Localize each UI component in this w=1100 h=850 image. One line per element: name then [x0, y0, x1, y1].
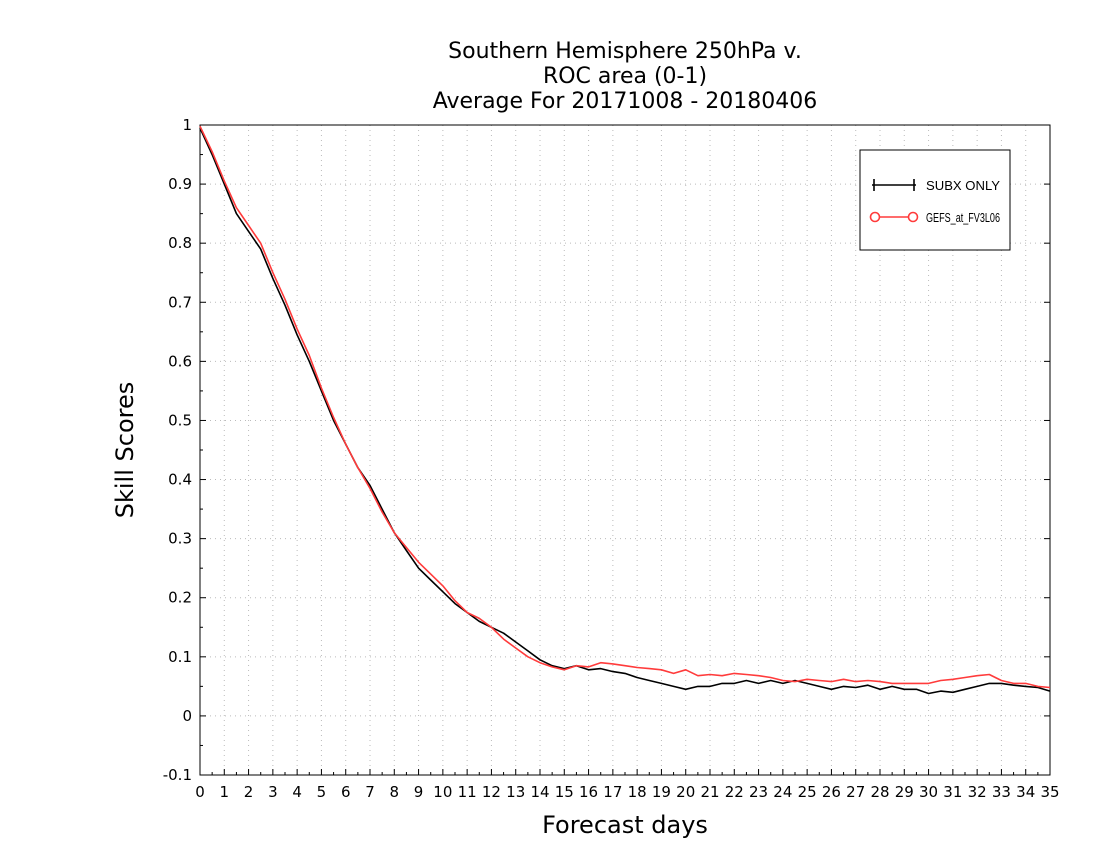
x-tick-label: 29	[895, 783, 914, 801]
x-axis-label: Forecast days	[542, 811, 708, 839]
x-tick-label: 23	[749, 783, 768, 801]
y-tick-label: 0.1	[168, 648, 192, 666]
x-tick-label: 19	[652, 783, 671, 801]
x-tick-label: 17	[603, 783, 622, 801]
x-tick-label: 7	[365, 783, 375, 801]
legend-marker-circle	[869, 211, 881, 223]
x-tick-label: 18	[628, 783, 647, 801]
x-tick-label: 1	[220, 783, 230, 801]
x-tick-label: 22	[725, 783, 744, 801]
x-tick-label: 14	[530, 783, 549, 801]
x-tick-label: 4	[292, 783, 302, 801]
chart-title-line-1: Southern Hemisphere 250hPa v.	[448, 39, 802, 64]
x-tick-label: 24	[773, 783, 792, 801]
chart-title-line-3: Average For 20171008 - 20180406	[433, 89, 818, 114]
x-tick-label: 8	[390, 783, 400, 801]
legend-marker-circle	[907, 211, 919, 223]
series	[199, 125, 1051, 695]
x-tick-label: 10	[433, 783, 452, 801]
x-tick-label: 3	[268, 783, 278, 801]
legend-label-2: GEFS_at_FV3L06	[926, 210, 1000, 225]
x-tick-label: 33	[992, 783, 1011, 801]
y-tick-label: 0.3	[168, 530, 192, 548]
x-tick-label: 9	[414, 783, 424, 801]
chart-title-line-2: ROC area (0-1)	[543, 64, 707, 89]
y-tick-label: 0.2	[168, 589, 192, 607]
y-tick-label: 0.9	[168, 175, 192, 193]
series-line-2	[199, 125, 1051, 689]
x-tick-label: 28	[870, 783, 889, 801]
x-tick-label: 34	[1016, 783, 1035, 801]
x-tick-label: 35	[1040, 783, 1059, 801]
x-tick-label: 31	[943, 783, 962, 801]
x-tick-label: 16	[579, 783, 598, 801]
x-tick-label: 13	[506, 783, 525, 801]
x-tick-label: 26	[822, 783, 841, 801]
x-tick-label: 30	[919, 783, 938, 801]
x-tick-label: 5	[317, 783, 327, 801]
x-tick-label: 6	[341, 783, 351, 801]
x-tick-label: 25	[798, 783, 817, 801]
grid	[200, 125, 1050, 775]
y-tick-label: 0.6	[168, 352, 192, 370]
x-axis-ticks: 0 1 2 3 4 5 6 7 8 9 10 11 12 13 14 15 16 17 18 19 20 21 22 23 24…	[195, 769, 1060, 801]
x-tick-label: 20	[676, 783, 695, 801]
y-tick-label: 0	[182, 707, 192, 725]
legend-box	[859, 149, 1011, 251]
legend: SUBX ONLY GEFS_at_FV3L06	[859, 149, 1011, 251]
y-axis-ticks: -0.1 0 0.1 0.2 0.3 0.4 0.5 0.6 0.7 0.8 0.9 1	[163, 116, 1050, 784]
x-tick-label: 21	[700, 783, 719, 801]
y-tick-label: 0.4	[168, 471, 192, 489]
y-tick-label: -0.1	[163, 766, 192, 784]
y-tick-label: 0.7	[168, 293, 192, 311]
x-tick-label: 12	[482, 783, 501, 801]
y-tick-label: 0.5	[168, 411, 192, 429]
y-tick-label: 0.8	[168, 234, 192, 252]
y-tick-label: 1	[182, 116, 192, 134]
x-tick-label: 15	[555, 783, 574, 801]
x-tick-label: 27	[846, 783, 865, 801]
x-tick-label: 11	[458, 783, 477, 801]
x-tick-label: 2	[244, 783, 254, 801]
legend-label-1: SUBX ONLY	[926, 178, 1000, 193]
chart-title: Southern Hemisphere 250hPa v.ROC area (0…	[433, 39, 818, 114]
y-axis-label: Skill Scores	[111, 382, 139, 519]
x-tick-label: 32	[968, 783, 987, 801]
x-tick-label: 0	[195, 783, 205, 801]
